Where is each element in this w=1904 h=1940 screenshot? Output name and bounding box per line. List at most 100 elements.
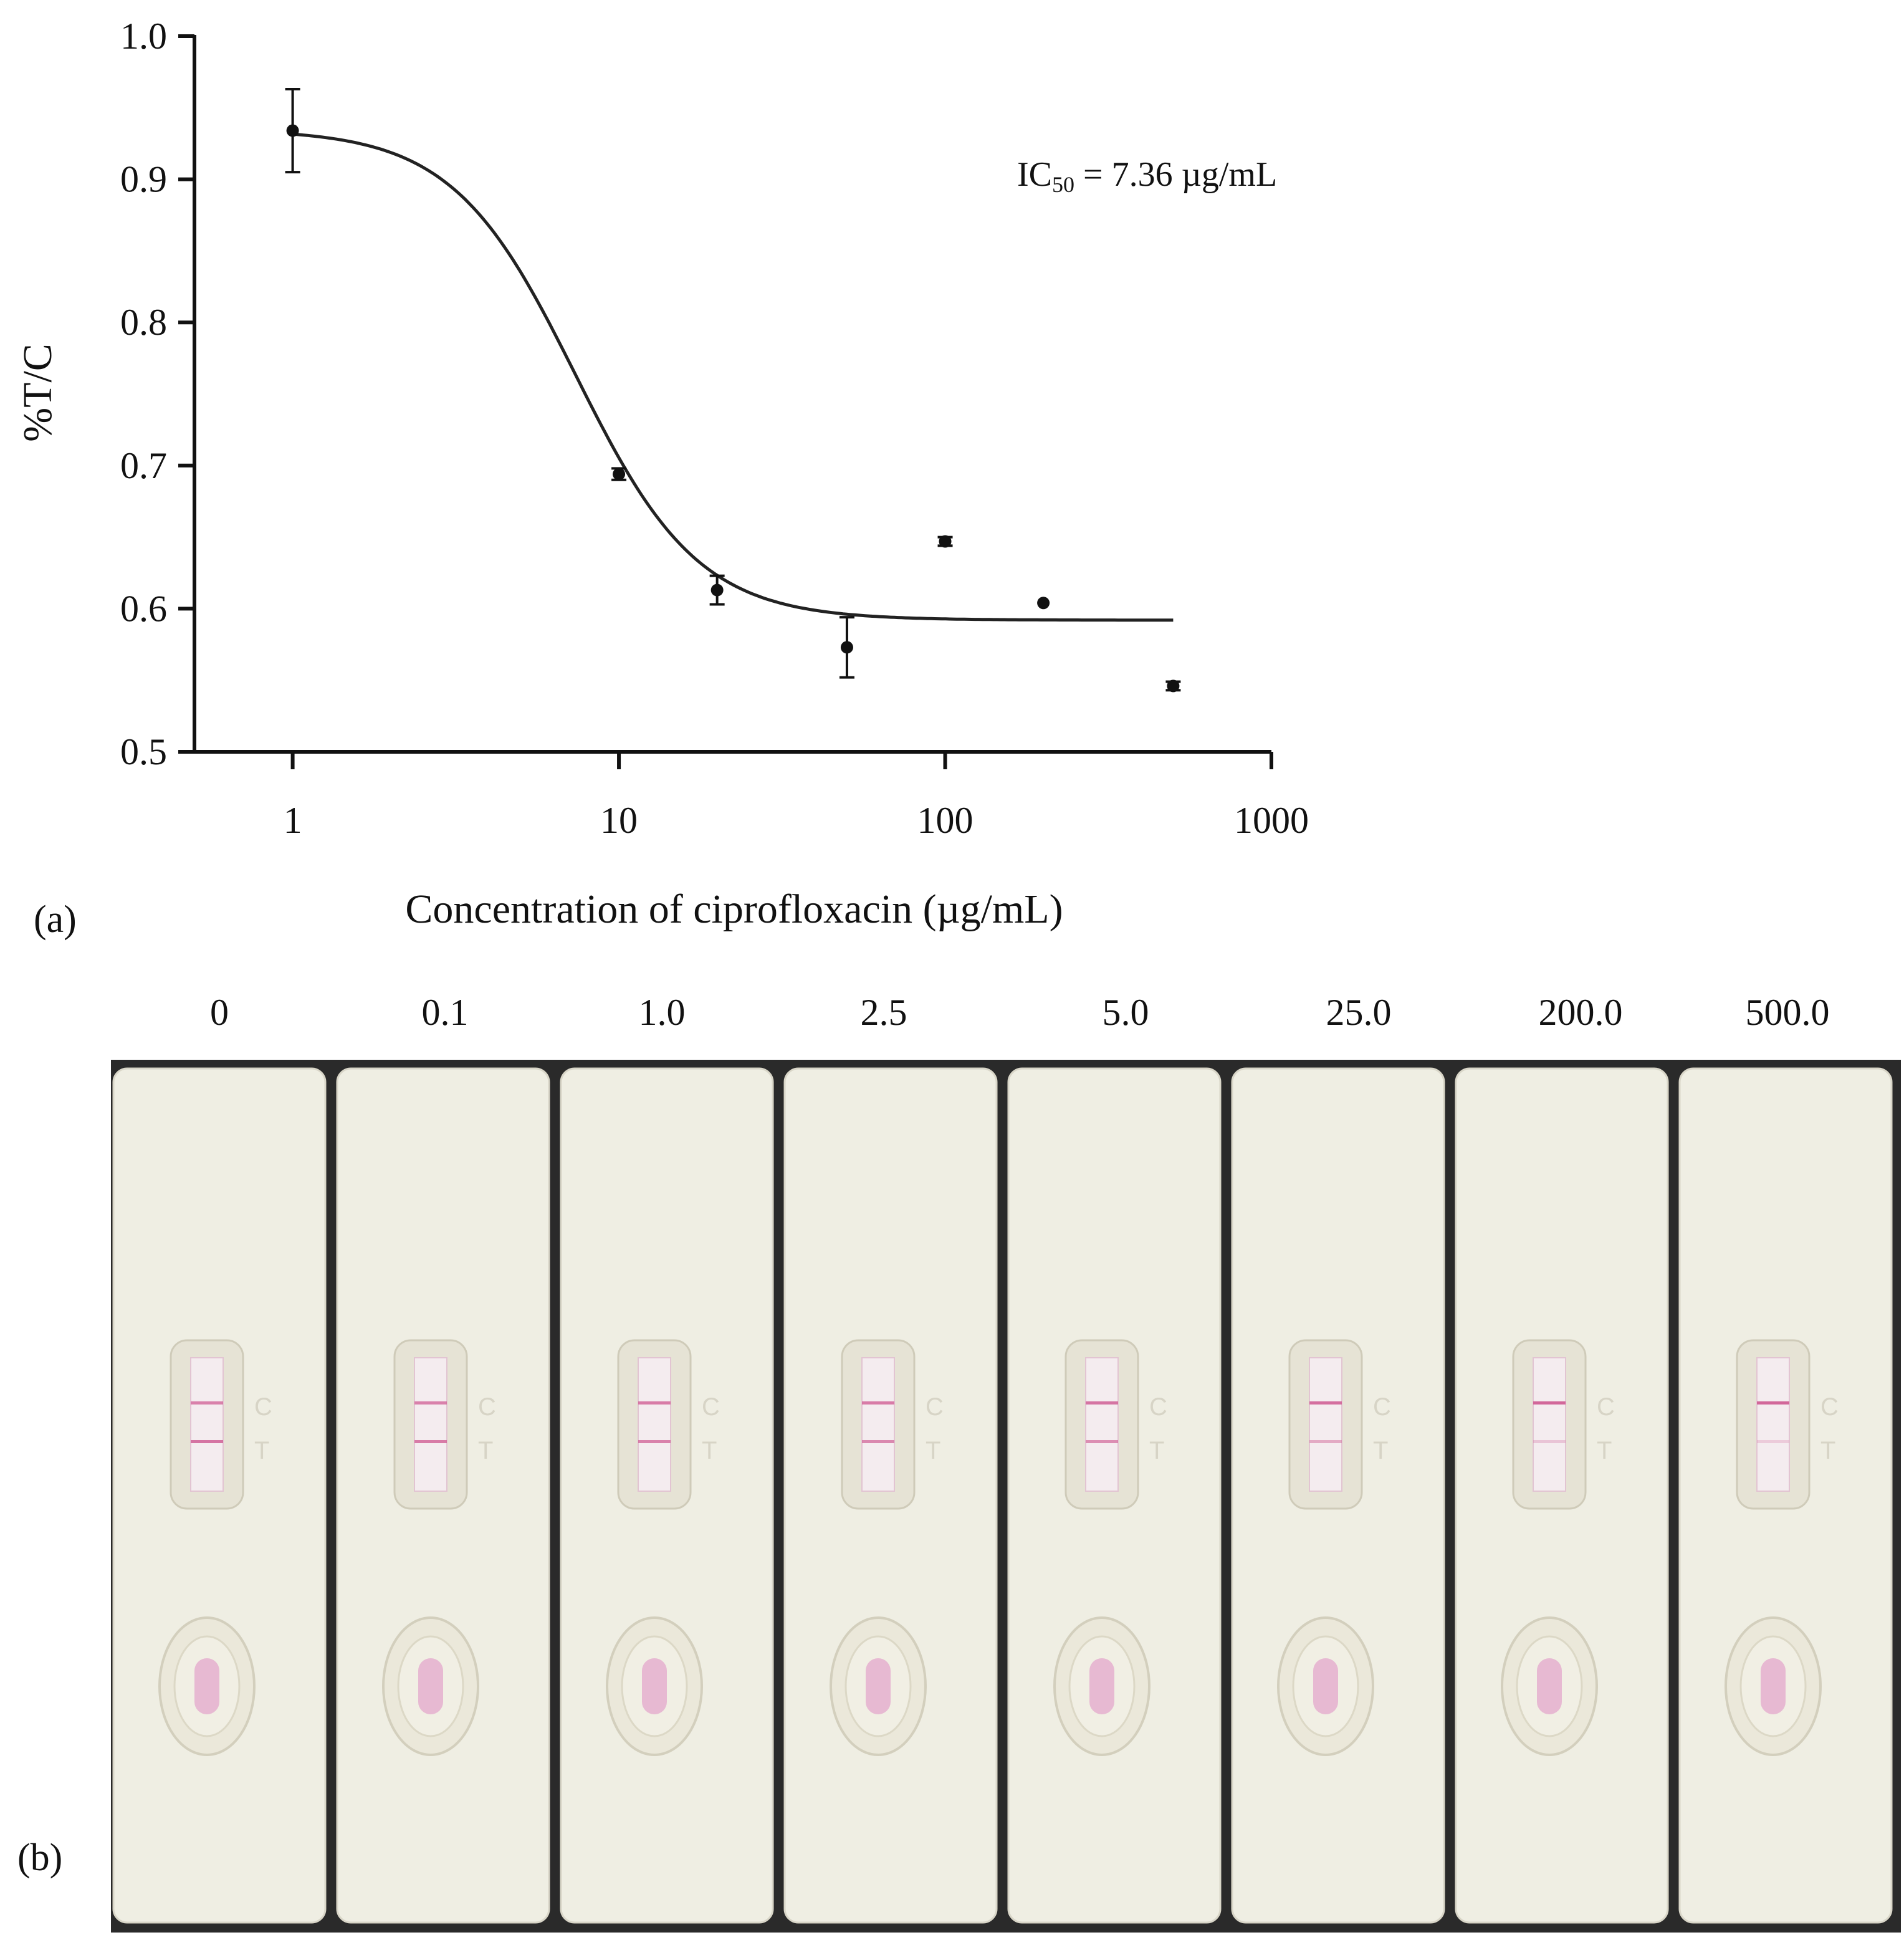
ic50-subscript: 50 xyxy=(1052,172,1074,197)
test-letter: T xyxy=(926,1437,940,1464)
sample-pad xyxy=(642,1658,667,1714)
control-letter: C xyxy=(1820,1393,1839,1421)
data-point xyxy=(285,87,300,174)
control-letter: C xyxy=(702,1393,720,1421)
fit-curve xyxy=(292,132,1174,622)
test-letter: T xyxy=(478,1437,493,1464)
data-point xyxy=(839,616,854,679)
test-strip: CT xyxy=(1231,1067,1445,1924)
conc-label-3: 1.0 xyxy=(638,992,686,1033)
x-tick-label: 10 xyxy=(600,800,638,841)
test-strip: CT xyxy=(1007,1067,1222,1924)
data-point xyxy=(1037,597,1050,610)
test-line xyxy=(1086,1440,1118,1443)
test-letter: T xyxy=(702,1437,717,1464)
membrane xyxy=(414,1357,447,1492)
x-axis-label: Concentration of ciprofloxacin (µg/mL) xyxy=(405,886,1063,932)
membrane xyxy=(190,1357,224,1492)
membrane xyxy=(1309,1357,1342,1492)
test-strip: CT xyxy=(783,1067,998,1924)
x-tick-label: 1 xyxy=(284,800,302,841)
test-letter: T xyxy=(1820,1437,1835,1464)
panel-a-label: (a) xyxy=(34,898,77,941)
control-line xyxy=(1086,1401,1118,1405)
test-strip: CT xyxy=(560,1067,774,1924)
panel-b-label: (b) xyxy=(17,1837,63,1879)
point-marker xyxy=(286,124,299,137)
control-line xyxy=(191,1401,223,1405)
y-tick-label: 0.9 xyxy=(120,159,167,200)
point-marker xyxy=(710,583,724,597)
y-axis: 0.5 0.6 0.7 0.8 0.9 1.0 xyxy=(120,16,196,772)
membrane xyxy=(1756,1357,1790,1492)
sample-pad xyxy=(1089,1658,1114,1714)
conc-label-6: 25.0 xyxy=(1326,992,1392,1033)
y-tick-label: 1.0 xyxy=(120,16,167,57)
test-strip: CT xyxy=(112,1067,327,1924)
data-point xyxy=(937,535,953,548)
y-tick-label: 0.6 xyxy=(120,588,167,629)
control-line xyxy=(1533,1401,1566,1405)
sample-pad xyxy=(1761,1658,1786,1714)
test-line xyxy=(638,1440,671,1443)
membrane xyxy=(1085,1357,1119,1492)
sample-pad xyxy=(866,1658,891,1714)
test-line xyxy=(1757,1440,1789,1443)
control-line xyxy=(862,1401,894,1405)
data-points xyxy=(285,87,1181,693)
point-marker xyxy=(1037,597,1050,610)
control-letter: C xyxy=(1597,1393,1615,1421)
conc-label-8: 500.0 xyxy=(1745,992,1830,1033)
y-tick-label: 0.7 xyxy=(120,445,167,486)
x-axis: 1 10 100 1000 xyxy=(193,750,1309,841)
test-letter: T xyxy=(254,1437,269,1464)
test-line xyxy=(1309,1440,1342,1443)
dose-response-chart: 0.5 0.6 0.7 0.8 0.9 1.0 1 10 100 1000 %T/C Conce… xyxy=(15,16,1309,932)
control-line xyxy=(1309,1401,1342,1405)
test-line xyxy=(191,1440,223,1443)
test-strip: CT xyxy=(1455,1067,1669,1924)
control-line xyxy=(1757,1401,1789,1405)
conc-label-1: 0 xyxy=(210,992,229,1033)
test-strip: CT xyxy=(1678,1067,1893,1924)
sample-pad xyxy=(194,1658,219,1714)
sample-pad xyxy=(418,1658,443,1714)
ic50-annotation: IC50 = 7.36 µg/mL xyxy=(1017,155,1277,197)
x-tick-label: 100 xyxy=(917,800,974,841)
conc-label-2: 0.1 xyxy=(421,992,469,1033)
ic50-suffix: = 7.36 µg/mL xyxy=(1074,155,1277,194)
y-tick-label: 0.5 xyxy=(120,731,167,772)
control-line xyxy=(414,1401,447,1405)
test-line xyxy=(414,1440,447,1443)
conc-label-4: 2.5 xyxy=(860,992,907,1033)
point-marker xyxy=(840,641,853,654)
point-marker xyxy=(613,468,626,481)
control-letter: C xyxy=(1373,1393,1391,1421)
fit-curve-group xyxy=(292,132,1174,622)
sample-pad xyxy=(1537,1658,1562,1714)
conc-label-7: 200.0 xyxy=(1538,992,1623,1033)
concentration-labels: 0 0.1 1.0 2.5 5.0 25.0 200.0 500.0 xyxy=(0,991,1904,1041)
test-letter: T xyxy=(1149,1437,1164,1464)
control-letter: C xyxy=(1149,1393,1167,1421)
control-letter: C xyxy=(254,1393,272,1421)
test-strip: CT xyxy=(336,1067,550,1924)
test-line xyxy=(862,1440,894,1443)
test-letter: T xyxy=(1597,1437,1612,1464)
membrane xyxy=(638,1357,671,1492)
point-marker xyxy=(939,535,952,548)
membrane xyxy=(1533,1357,1566,1492)
data-point xyxy=(611,467,627,481)
conc-label-5: 5.0 xyxy=(1102,992,1149,1033)
data-point xyxy=(1165,679,1181,693)
data-point xyxy=(709,574,725,606)
test-line xyxy=(1533,1440,1566,1443)
control-letter: C xyxy=(478,1393,496,1421)
point-marker xyxy=(1167,679,1180,693)
y-axis-label: %T/C xyxy=(15,343,60,442)
membrane xyxy=(861,1357,895,1492)
ic50-prefix: IC xyxy=(1017,155,1052,194)
test-letter: T xyxy=(1373,1437,1388,1464)
